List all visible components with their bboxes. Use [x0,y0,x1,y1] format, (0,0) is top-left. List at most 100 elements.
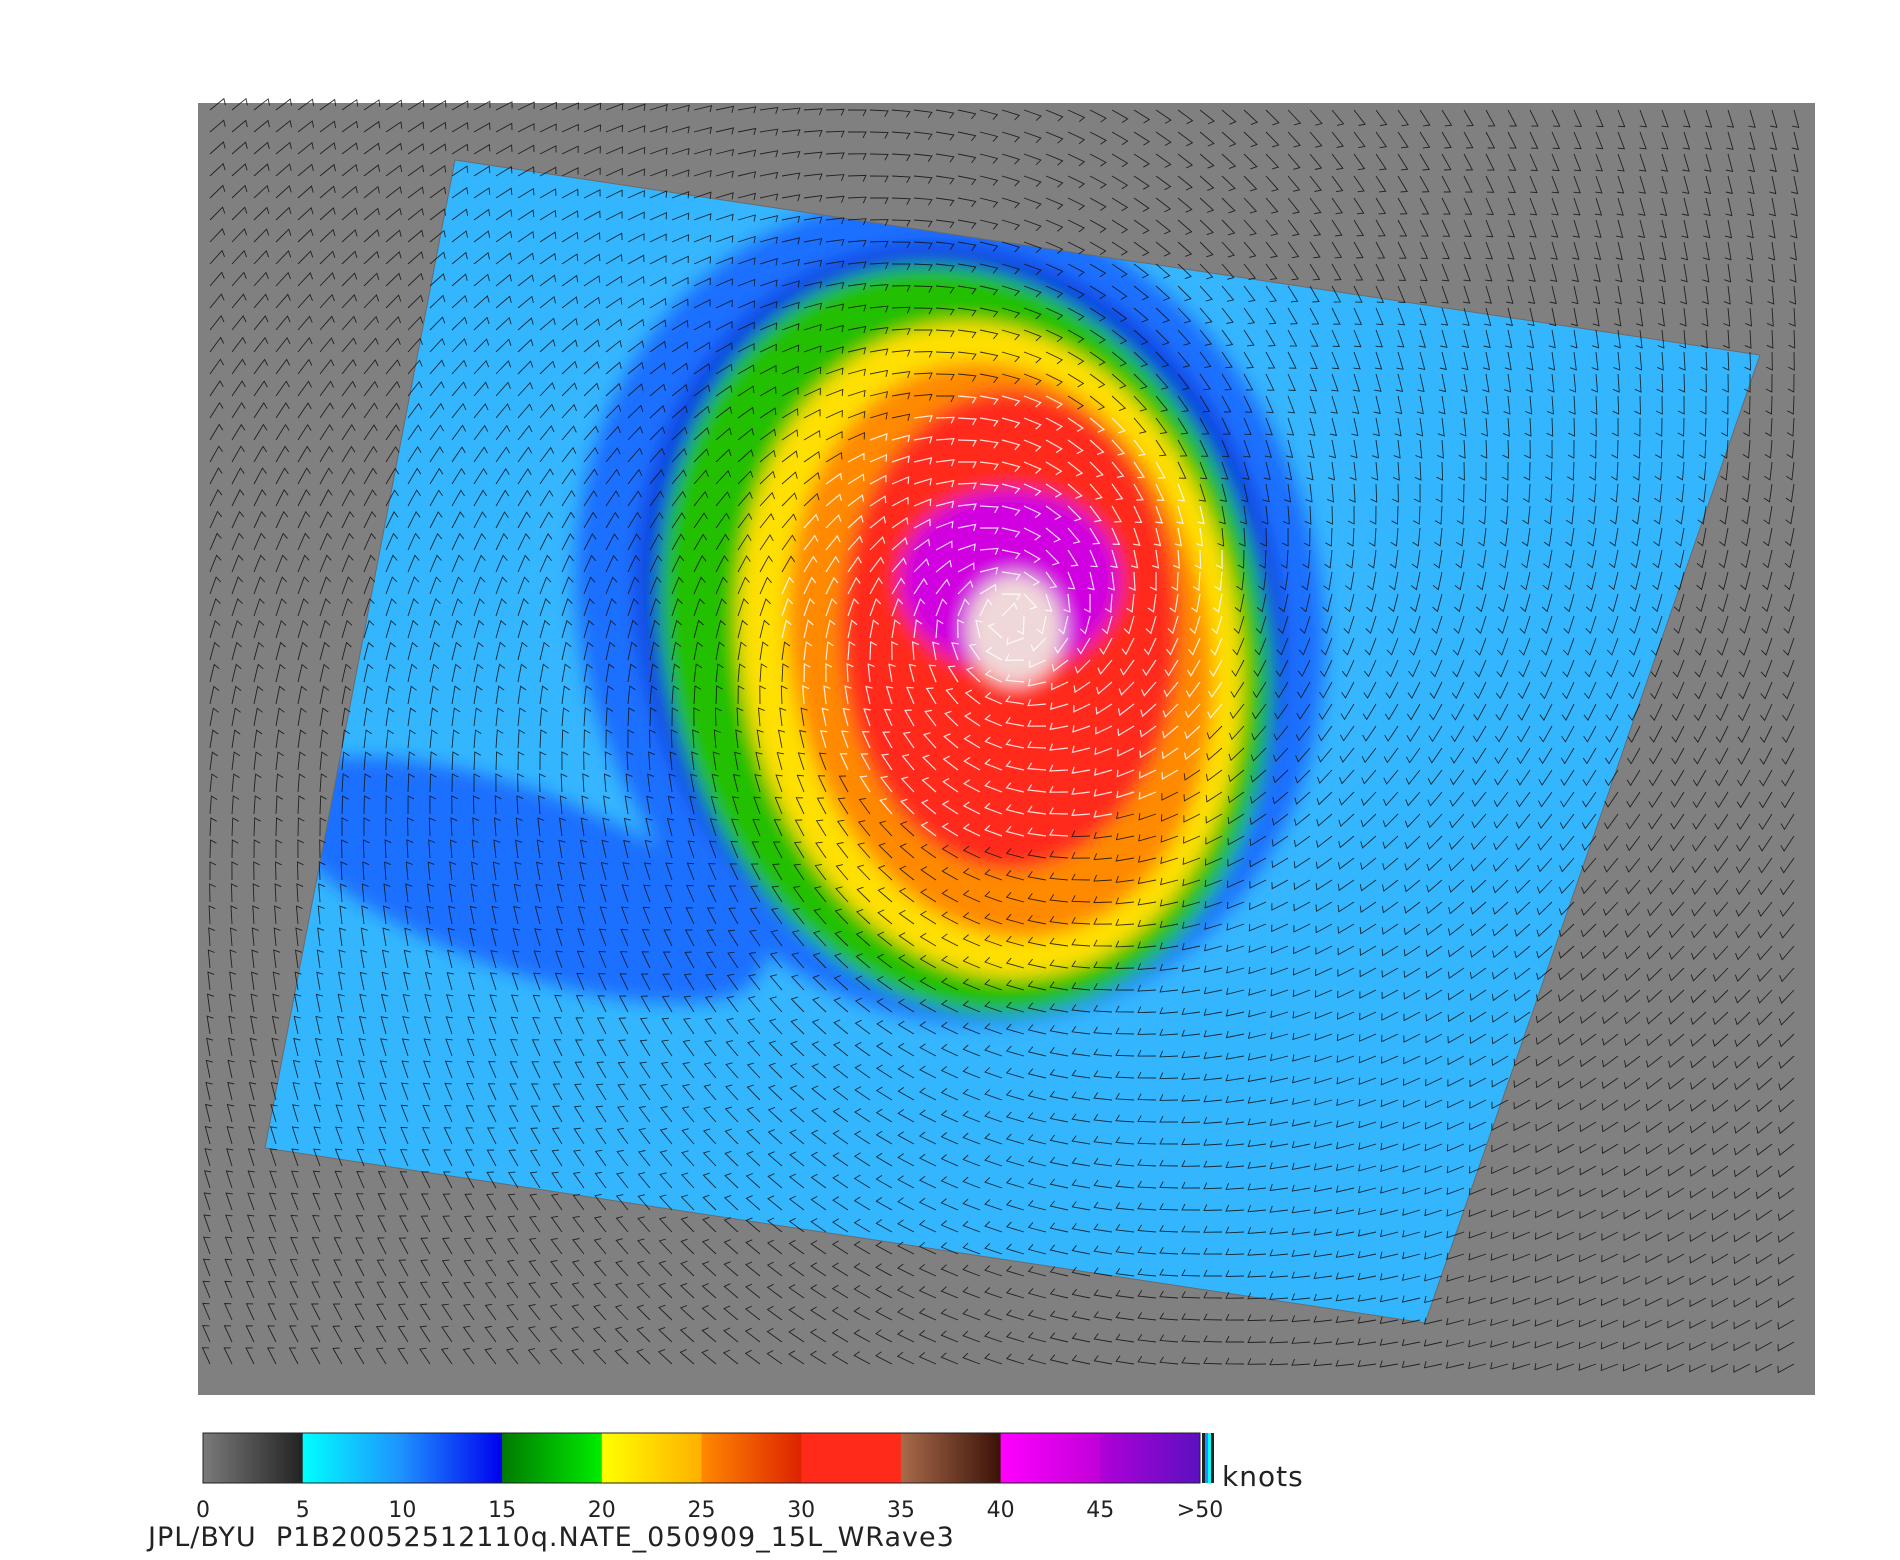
wind-barb [511,994,519,1013]
wind-barb [464,1215,475,1233]
wind-barb [744,1305,761,1321]
wind-barb [605,318,623,331]
wind-barb [561,274,579,287]
wind-barb [1429,681,1443,699]
wind-barb [1247,1074,1267,1083]
wind-barb [426,905,434,925]
wind-barb [1578,1341,1597,1350]
wind-barb [734,751,742,771]
wind-barb [319,729,329,749]
wind-barb [876,931,893,947]
wind-barb [1307,439,1315,459]
wind-barb [1111,175,1129,190]
wind-barb [275,707,285,727]
wind-barb [875,1219,893,1233]
wind-barb [405,883,413,903]
wind-barb [1403,901,1421,914]
wind-barb [253,489,267,507]
wind-barb [869,109,889,118]
wind-barb [1204,901,1223,909]
wind-barb [407,294,424,309]
wind-barb [1584,659,1597,678]
wind-barb [561,663,571,683]
wind-barb [1225,1357,1245,1365]
wind-barb [253,685,264,705]
wind-barb [1049,1134,1069,1145]
wind-barb [1608,549,1619,569]
wind-barb [1670,769,1685,787]
wind-barb [1712,1011,1729,1026]
wind-barb [1424,1187,1443,1195]
wind-barb [614,1304,629,1321]
wind-barb [528,1259,541,1277]
wind-barb [715,148,735,157]
wind-barb [1490,1253,1509,1261]
wind-barb [1027,784,1047,793]
wind-barb [1646,1011,1663,1025]
wind-barb [209,883,216,903]
wind-barb [671,276,689,287]
wind-barb [1601,1077,1619,1090]
wind-barb [509,1061,519,1079]
wind-barb [693,555,707,573]
wind-barb [1492,945,1509,959]
wind-barb [727,929,739,947]
wind-barb [1319,681,1333,699]
wind-barb [1462,285,1471,304]
wind-barb [1265,395,1274,414]
wind-barb [616,1149,629,1167]
wind-barb [1608,571,1619,591]
wind-barb [1181,1291,1201,1299]
wind-barb [1269,1140,1289,1148]
wind-barb [1133,307,1149,323]
wind-barb [1027,1112,1047,1123]
wind-barb [1733,1341,1751,1352]
wind-barb [759,685,766,705]
wind-barb [1735,879,1751,896]
wind-barb [1558,989,1575,1003]
wind-barb [1142,659,1157,677]
wind-barb [714,707,722,727]
wind-barb [1397,285,1406,304]
wind-barb [935,329,955,338]
wind-barb [825,597,838,617]
wind-barb [549,1348,563,1365]
wind-barb [1563,593,1575,613]
wind-barb [712,751,720,771]
wind-barb [790,1018,805,1035]
wind-barb [1115,833,1135,841]
wind-barb [1646,1033,1663,1047]
wind-barb [729,863,739,881]
wind-barb [1303,527,1311,547]
wind-barb [407,576,420,595]
wind-barb [1491,967,1509,980]
wind-barb [1780,813,1795,831]
wind-barb [704,995,717,1013]
wind-barb [1155,461,1166,479]
wind-barb [745,1195,761,1211]
wind-barb [1743,395,1751,415]
wind-barb [1228,769,1245,783]
wind-barb [671,598,683,617]
wind-barb [1172,549,1181,569]
wind-barb [640,973,651,991]
wind-barb [1448,835,1465,850]
wind-barb [1651,615,1663,634]
wind-barb [627,233,645,243]
wind-barb [1133,329,1149,345]
wind-barb [253,598,265,617]
wind-barb [847,218,867,226]
wind-barb [905,686,915,705]
wind-barb [1001,527,1021,538]
wind-barb [297,839,305,859]
wind-barb [1320,637,1333,656]
wind-barb [209,554,222,573]
wind-barb [660,1061,673,1079]
wind-barb [253,206,270,221]
wind-barb [979,329,999,340]
wind-barb [1242,461,1250,480]
wind-barb [1678,373,1686,393]
wind-barb [1199,439,1209,457]
wind-barb [1496,659,1509,678]
wind-barb [605,211,623,221]
